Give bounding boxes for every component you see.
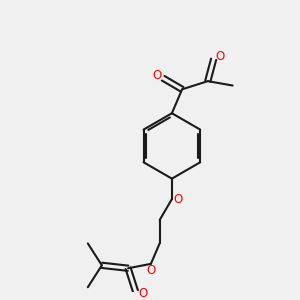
Text: O: O: [152, 69, 161, 82]
Text: O: O: [146, 264, 155, 277]
Text: O: O: [174, 193, 183, 206]
Text: O: O: [138, 287, 147, 300]
Text: O: O: [215, 50, 225, 63]
